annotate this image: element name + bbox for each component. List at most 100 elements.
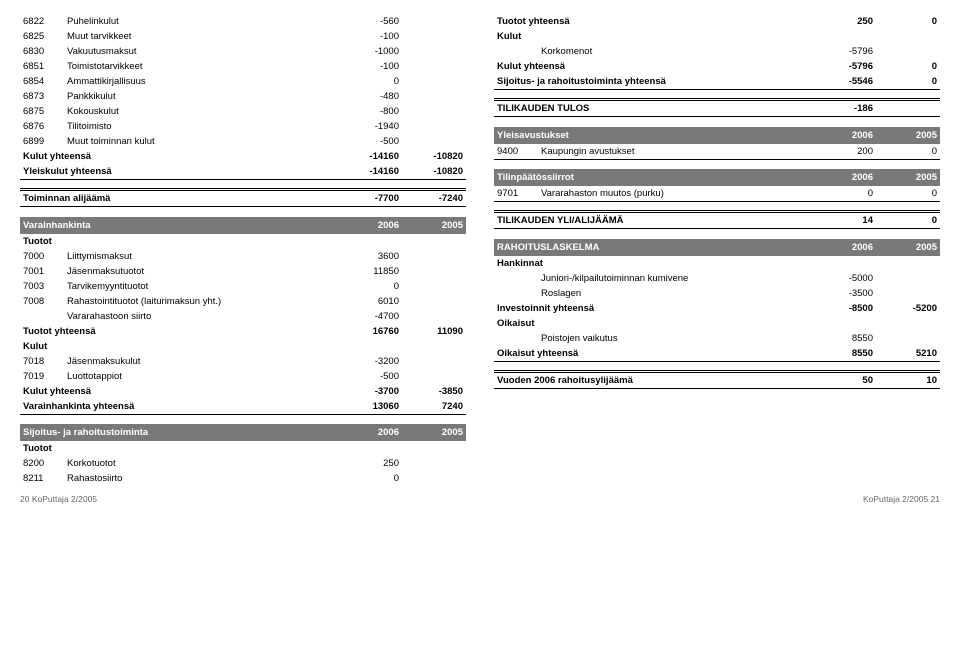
poistojen-vaikutus-row: Poistojen vaikutus 8550	[494, 331, 940, 346]
table-row: 7018Jäsenmaksukulut-3200	[20, 354, 466, 369]
tuotot-yhteensa-right: Tuotot yhteensä 250 0	[494, 14, 940, 29]
val2	[876, 286, 940, 301]
tilikauden-tulos-row: TILIKAUDEN TULOS -186	[494, 100, 940, 117]
label: Rahastosiirto	[64, 471, 338, 486]
label: Muut toiminnan kulut	[64, 134, 338, 149]
sijoitus-header: Sijoitus- ja rahoitustoiminta 2006 2005	[20, 424, 466, 441]
val1: -100	[338, 59, 402, 74]
kulut-yht-right: Kulut yhteensä -5796 0	[494, 59, 940, 74]
total-row: Kulut yhteensä-14160-10820	[20, 149, 466, 164]
left-table: 6822Puhelinkulut-5606825Muut tarvikkeet-…	[20, 14, 466, 486]
table-row: 6854Ammattikirjallisuus0	[20, 74, 466, 89]
val2	[402, 134, 466, 149]
val1: -7700	[338, 190, 402, 207]
table-row: Roslagen-3500	[494, 286, 940, 301]
footer-left: 20 KoPuttaja 2/2005	[20, 494, 97, 504]
val1: -4700	[338, 309, 402, 324]
vararahaston-muutos-row: 9701 Vararahaston muutos (purku) 0 0	[494, 186, 940, 202]
val2: -10820	[402, 149, 466, 164]
label: Puhelinkulut	[64, 14, 338, 29]
val2	[402, 456, 466, 471]
val1: 0	[338, 471, 402, 486]
table-row: 7001Jäsenmaksutuotot11850	[20, 264, 466, 279]
val2	[402, 369, 466, 384]
label: Jäsenmaksukulut	[64, 354, 338, 369]
table-row: Juniori-/kilpailutoiminnan kumivene-5000	[494, 271, 940, 286]
footer: 20 KoPuttaja 2/2005 KoPuttaja 2/2005 21	[20, 494, 940, 504]
val1: 11850	[338, 264, 402, 279]
footer-right: KoPuttaja 2/2005 21	[863, 494, 940, 504]
code: 7003	[20, 279, 64, 294]
val2	[402, 14, 466, 29]
code: 7001	[20, 264, 64, 279]
label: Juniori-/kilpailutoiminnan kumivene	[538, 271, 812, 286]
val1: -14160	[338, 164, 402, 180]
val2	[402, 471, 466, 486]
right-table: Tuotot yhteensä 250 0 Kulut Korkomenot -…	[494, 14, 940, 389]
table-row: 6876Tilitoimisto-1940	[20, 119, 466, 134]
label: Toiminnan alijäämä	[20, 190, 338, 207]
title: Varainhankinta	[20, 217, 338, 234]
code: 6825	[20, 29, 64, 44]
label: Kulut yhteensä	[20, 149, 338, 164]
kulut-yhteensa-row: Kulut yhteensä -3700 -3850	[20, 384, 466, 399]
table-row: 6830Vakuutusmaksut-1000	[20, 44, 466, 59]
oikaisut-yht-row: Oikaisut yhteensä 8550 5210	[494, 346, 940, 362]
val2	[402, 119, 466, 134]
kaupungin-avustukset-row: 9400 Kaupungin avustukset 200 0	[494, 144, 940, 160]
label: Jäsenmaksutuotot	[64, 264, 338, 279]
kulut-label-row: Kulut	[20, 339, 466, 354]
table-row: 8211Rahastosiirto0	[20, 471, 466, 486]
val2	[402, 354, 466, 369]
val2	[402, 294, 466, 309]
tilikauden-yliali-row: TILIKAUDEN YLI/ALIJÄÄMÄ 14 0	[494, 212, 940, 229]
total-row: Yleiskulut yhteensä-14160-10820	[20, 164, 466, 180]
val1: -100	[338, 29, 402, 44]
label: Toimistotarvikkeet	[64, 59, 338, 74]
label: Roslagen	[538, 286, 812, 301]
vuoden-rahoitusylijaama-row: Vuoden 2006 rahoitusylijäämä 50 10	[494, 371, 940, 388]
code: 6875	[20, 104, 64, 119]
code: 6854	[20, 74, 64, 89]
code: 7019	[20, 369, 64, 384]
sij-yht-right: Sijoitus- ja rahoitustoiminta yhteensä -…	[494, 74, 940, 90]
val2	[402, 264, 466, 279]
code: 6830	[20, 44, 64, 59]
val1: -500	[338, 134, 402, 149]
oikaisut-label-row: Oikaisut	[494, 316, 940, 331]
korkomenot-row: Korkomenot -5796	[494, 44, 940, 59]
tuotot-label-row-2: Tuotot	[20, 441, 466, 456]
val1: -1940	[338, 119, 402, 134]
val2	[402, 104, 466, 119]
code: 8200	[20, 456, 64, 471]
rahoituslaskelma-header: RAHOITUSLASKELMA 2006 2005	[494, 239, 940, 256]
val1: -5000	[812, 271, 876, 286]
code: 7008	[20, 294, 64, 309]
label: Luottotappiot	[64, 369, 338, 384]
val1: -560	[338, 14, 402, 29]
val1: -1000	[338, 44, 402, 59]
val2	[402, 249, 466, 264]
code: 7000	[20, 249, 64, 264]
table-row: 7019Luottotappiot-500	[20, 369, 466, 384]
table-row: 6825Muut tarvikkeet-100	[20, 29, 466, 44]
col1: 2006	[338, 217, 402, 234]
label: Muut tarvikkeet	[64, 29, 338, 44]
val1: -3500	[812, 286, 876, 301]
val1: 250	[338, 456, 402, 471]
code: 8211	[20, 471, 64, 486]
val2	[402, 279, 466, 294]
tilinpaatossiirrot-header: Tilinpäätössiirrot 2006 2005	[494, 169, 940, 186]
label: Liittymismaksut	[64, 249, 338, 264]
val1: -14160	[338, 149, 402, 164]
val2	[402, 59, 466, 74]
val1: -800	[338, 104, 402, 119]
label: Tilitoimisto	[64, 119, 338, 134]
val2	[402, 44, 466, 59]
val2: -10820	[402, 164, 466, 180]
table-row: 6899Muut toiminnan kulut-500	[20, 134, 466, 149]
val2	[402, 29, 466, 44]
code	[20, 309, 64, 324]
val2	[876, 271, 940, 286]
tuotot-label-row: Tuotot	[20, 234, 466, 249]
